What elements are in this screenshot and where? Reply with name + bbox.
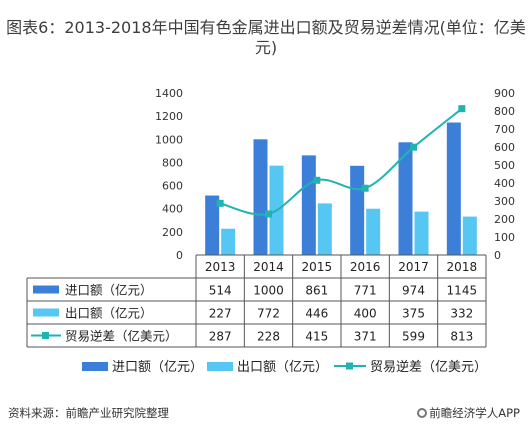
legend-label-import: 进口额（亿元） [112,360,203,375]
brand-logo-icon [417,408,428,418]
right-axis-tick-label: 300 [494,195,515,208]
right-axis-tick-label: 100 [494,231,515,244]
left-axis-tick-label: 1000 [155,133,183,146]
left-axis-tick-label: 0 [176,249,183,262]
x-tick-label: 2018 [447,260,478,274]
right-axis-tick-label: 500 [494,159,515,172]
import-bar [446,122,461,255]
legend-key-deficit-marker [346,362,353,370]
table-cell-value: 287 [209,330,232,344]
left-axis-tick-label: 600 [162,180,183,193]
source-note: 资料来源：前瞻产业研究院整理 [8,406,169,420]
import-bar [205,195,220,255]
right-axis-tick-label: 200 [494,213,515,226]
table-cell-value: 772 [257,307,280,321]
legend-label-export: 出口额（亿元） [237,360,328,375]
table-cell-value: 228 [257,330,280,344]
left-axis-tick-label: 200 [162,226,183,239]
export-bar [414,211,429,255]
right-axis-tick-label: 600 [494,141,515,154]
left-axis-tick-label: 1400 [155,87,183,100]
right-axis-tick-label: 700 [494,123,515,136]
x-tick-label: 2017 [398,260,429,274]
table-cell-value: 332 [450,307,473,321]
right-axis-tick-label: 800 [494,105,515,118]
chart-title: 图表6：2013-2018年中国有色金属进出口额及贸易逆差情况(单位：亿美元) [6,18,526,57]
deficit-point [361,184,369,192]
deficit-point [410,143,417,151]
table-cell-value: 1000 [253,284,284,298]
import-bar [253,139,268,255]
x-tick-label: 2013 [205,260,236,274]
table-cell-value: 1145 [447,284,478,298]
table-cell-value: 375 [402,307,425,321]
export-bar [221,228,236,255]
table-cell-value: 813 [450,330,473,344]
table-key-deficit-marker [42,332,49,339]
deficit-point [313,176,321,184]
table-cell-value: 771 [354,284,377,298]
table-cell-value: 599 [402,330,425,344]
brand-label: 前瞻经济学人APP [417,405,520,421]
x-tick-label: 2016 [350,260,381,274]
table-cell-value: 371 [354,330,377,344]
brand-text: 前瞻经济学人APP [429,406,520,420]
table-cell-value: 415 [305,330,328,344]
deficit-point [216,199,224,207]
table-cell-value: 861 [305,284,328,298]
x-tick-label: 2015 [302,260,333,274]
table-cell-value: 400 [354,307,377,321]
deficit-point [265,210,272,218]
table-row-label: 贸易逆差（亿美元） [65,329,178,344]
import-bar [301,155,316,255]
import-bar [398,142,413,255]
left-axis-tick-label: 800 [162,156,183,169]
table-key-export [33,308,59,317]
right-axis-tick-label: 400 [494,177,515,190]
table-key-import [33,285,59,294]
x-tick-label: 2014 [253,260,284,274]
export-bar [317,203,332,255]
legend-key-import [82,362,108,371]
export-bar [462,216,477,255]
import-bar [350,165,365,255]
table-cell-value: 514 [209,284,232,298]
deficit-point [458,105,466,113]
left-axis-tick-label: 400 [162,203,183,216]
table-cell-value: 227 [209,307,232,321]
left-axis-tick-label: 1200 [155,110,183,123]
legend-label-deficit: 贸易逆差（亿美元） [370,359,487,375]
right-axis-tick-label: 0 [494,249,501,262]
table-cell-value: 446 [305,307,328,321]
table-cell-value: 974 [402,284,425,298]
legend-key-export [207,362,233,371]
export-bar [366,208,381,255]
table-row-label: 进口额（亿元） [65,283,153,298]
table-row-label: 出口额（亿元） [65,306,153,321]
right-axis-tick-label: 900 [494,87,515,100]
